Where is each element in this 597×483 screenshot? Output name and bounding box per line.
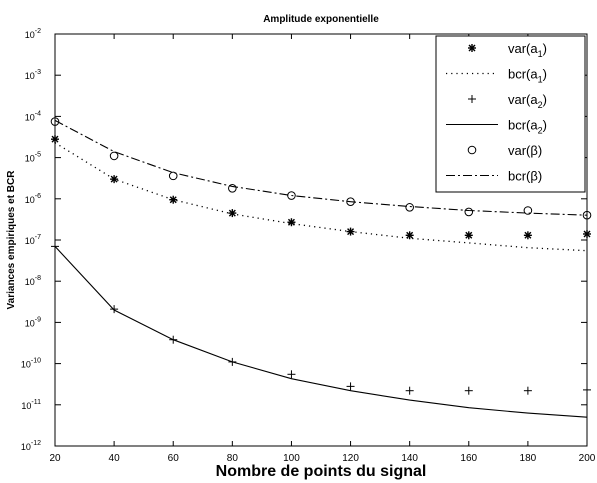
legend-label: bcr(a1) [508,67,547,85]
data-point-var(a1) [464,231,473,240]
data-point-var(a1) [287,218,296,227]
chart-title: Amplitude exponentielle [263,14,379,25]
data-point-var(a1) [169,195,178,204]
data-point-var(a2) [464,386,473,395]
series-line-bcr(a2) [54,246,588,418]
y-tick-label: 10-5 [25,152,41,164]
legend-entry: bcr(a1) [446,67,547,85]
legend: var(a1) bcr(a1) var(a2) bcr(a2) var(β) bcr(β) [435,35,586,193]
legend-label: bcr(a2) [508,118,547,136]
y-tick-label: 10-8 [25,275,41,287]
legend-entry: bcr(a2) [446,118,547,136]
legend-label: var(a2) [508,92,547,110]
y-tick-label: 10-7 [25,234,41,246]
x-tick-label: 80 [227,453,239,464]
data-point-var(β) [582,210,592,220]
y-axis-label: Variances empiriques et BCR [6,170,17,310]
data-point-var(a1) [110,175,119,184]
x-tick-label: 120 [342,453,359,464]
legend-swatch [468,95,476,103]
legend-box [435,35,586,193]
data-point-var(β) [523,206,533,215]
y-tick-label: 10-2 [25,28,41,40]
data-point-var(a1) [228,209,237,218]
x-tick-label: 20 [49,453,61,464]
x-tick-label: 100 [283,453,300,464]
data-point-var(a2) [110,305,119,314]
x-tick-label: 180 [520,453,537,464]
legend-label: var(β) [508,143,542,158]
y-tick-label: 10-4 [25,110,41,122]
data-point-var(β) [228,183,237,193]
data-point-var(a1) [405,231,414,240]
x-tick-label: 160 [460,453,477,464]
data-point-var(β) [50,117,60,126]
legend-entry: bcr(β) [446,169,542,184]
legend-label: var(a1) [508,41,547,59]
y-tick-label: 10-11 [21,399,41,411]
data-point-var(β) [464,207,474,217]
x-tick-label: 140 [401,453,418,464]
legend-label: bcr(β) [508,169,542,184]
y-tick-label: 10-12 [21,440,41,452]
data-point-var(β) [109,151,119,161]
legend-swatch [468,44,476,52]
legend-entry: var(a2) [468,92,547,110]
data-point-var(a2) [583,385,591,394]
y-axis: 10-12 10-11 10-10 10-9 10-8 10-7 10-6 10-5 10-4 1… [21,28,587,452]
data-point-var(a2) [287,370,296,379]
data-point-var(a1) [51,135,59,144]
data-point-var(a2) [51,242,59,251]
y-tick-label: 10-10 [21,358,41,370]
data-point-var(β) [405,203,414,212]
data-point-var(a1) [583,229,591,238]
legend-entry: var(a1) [468,41,547,59]
x-axis-label: Nombre de points du signal [216,463,427,480]
series-line-bcr(β) [54,119,588,216]
data-point-var(β) [287,191,296,200]
x-tick-label: 200 [579,453,596,464]
legend-swatch [467,145,477,155]
data-point-var(a2) [346,382,355,391]
x-tick-label: 40 [109,453,121,464]
y-tick-label: 10-3 [25,69,41,81]
data-point-var(a2) [523,386,532,395]
y-tick-label: 10-6 [25,193,41,205]
x-axis: 20 40 60 80 100 120 140 160 180 200 [49,34,596,464]
data-point-var(a1) [523,231,532,240]
legend-entry: var(β) [467,143,542,158]
data-point-var(a2) [405,386,414,395]
x-tick-label: 60 [168,453,180,464]
series-layer [50,117,592,418]
data-point-var(β) [168,171,178,181]
y-tick-label: 10-9 [25,316,41,328]
